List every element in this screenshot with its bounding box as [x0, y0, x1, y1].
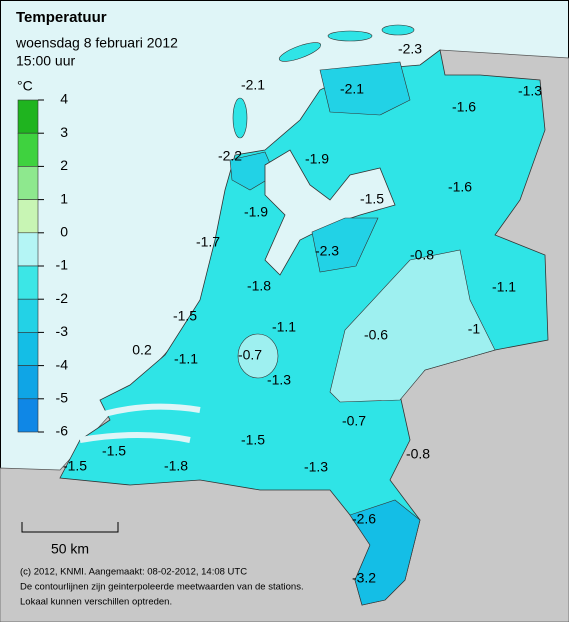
- legend: 4 3 2 1 0 -1 -2 -3 -4 -5 -6: [17, 91, 69, 439]
- warm-region: [237, 333, 279, 379]
- date: woensdag 8 februari 2012: [15, 35, 178, 51]
- legend-band: [17, 265, 39, 300]
- scale-bar: [21, 522, 119, 533]
- legend-tick-label: 3: [60, 124, 68, 140]
- station-value: -2.6: [352, 511, 376, 527]
- legend-band: [17, 166, 39, 200]
- scale-label: 50 km: [51, 541, 89, 557]
- credit: De contourlijnen zijn geinterpoleerde me…: [20, 582, 304, 593]
- station-value: -1.3: [304, 459, 328, 475]
- stations: -2.3 -2.1 -1.3 -2.1 -1.6 -2.2 -1.9 -1.5 -1.6 -1.9…: [63, 41, 542, 586]
- station-value: -1: [468, 321, 481, 337]
- legend-band: [17, 398, 39, 433]
- island: [381, 24, 415, 36]
- station-value: -0.8: [406, 446, 430, 462]
- station-value: -1.5: [102, 443, 126, 459]
- legend-tick-label: -2: [56, 290, 69, 306]
- legend-tick-label: 4: [60, 91, 68, 107]
- legend-tick-label: -3: [56, 323, 69, 339]
- legend-tick-label: -1: [56, 257, 69, 273]
- station-value: -0.7: [238, 347, 262, 363]
- station-value: -1.1: [492, 279, 516, 295]
- station-value: -1.3: [518, 83, 542, 99]
- cold-region: [319, 61, 411, 116]
- station-value: -1.6: [452, 99, 476, 115]
- station-value: -1.5: [63, 458, 87, 474]
- title: Temperatuur: [16, 9, 107, 26]
- station-value: -1.5: [173, 308, 197, 324]
- legend-band: [17, 199, 39, 234]
- island: [327, 30, 373, 42]
- legend-tick-label: -6: [56, 423, 69, 439]
- legend-unit: °C: [17, 78, 33, 94]
- legend-tick-label: -5: [56, 390, 69, 406]
- station-value: -1.1: [174, 351, 198, 367]
- legend-tick-label: 2: [60, 157, 68, 173]
- station-value: -1.5: [360, 191, 384, 207]
- station-value: -1.8: [164, 458, 188, 474]
- legend-band: [17, 132, 39, 167]
- station-value: -1.9: [305, 151, 329, 167]
- legend-band: [17, 99, 39, 134]
- legend-band: [17, 232, 39, 267]
- legend-band: [17, 365, 39, 400]
- station-value: -2.3: [398, 41, 422, 57]
- station-value: -1.3: [267, 372, 291, 388]
- legend-tick-label: 1: [60, 190, 68, 206]
- station-value: -1.5: [241, 432, 265, 448]
- station-value: -3.2: [352, 570, 376, 586]
- station-value: -1.8: [247, 278, 271, 294]
- station-value: -2.1: [241, 77, 265, 93]
- cold-region: [229, 151, 276, 191]
- ijsselmeer: [264, 149, 396, 276]
- legend-tick-label: 0: [60, 224, 68, 240]
- estuary: [79, 403, 201, 443]
- station-value: -2.1: [340, 81, 364, 97]
- island: [232, 97, 248, 139]
- station-value: -1.9: [244, 204, 268, 220]
- cold-region: [349, 499, 421, 606]
- credit: (c) 2012, KNMI. Aangemaakt: 08-02-2012, …: [20, 567, 247, 578]
- netherlands: [59, 49, 549, 606]
- legend-band: [17, 332, 39, 366]
- flevoland: [311, 217, 379, 273]
- legend-tick-label: -4: [56, 356, 69, 372]
- station-value: -2.3: [315, 243, 339, 259]
- station-value: -0.7: [342, 413, 366, 429]
- station-value: -0.6: [364, 327, 388, 343]
- warm-region: [329, 249, 496, 403]
- station-value: -1.1: [272, 319, 296, 335]
- time: 15:00 uur: [16, 53, 75, 69]
- island: [278, 42, 322, 62]
- station-value: 0.2: [132, 342, 152, 358]
- legend-band: [17, 298, 39, 333]
- station-value: -1.6: [448, 179, 472, 195]
- station-value: -1.7: [196, 234, 220, 250]
- credit: Lokaal kunnen verschillen optreden.: [20, 597, 172, 608]
- station-value: -0.8: [410, 247, 434, 263]
- station-value: -2.2: [218, 148, 242, 164]
